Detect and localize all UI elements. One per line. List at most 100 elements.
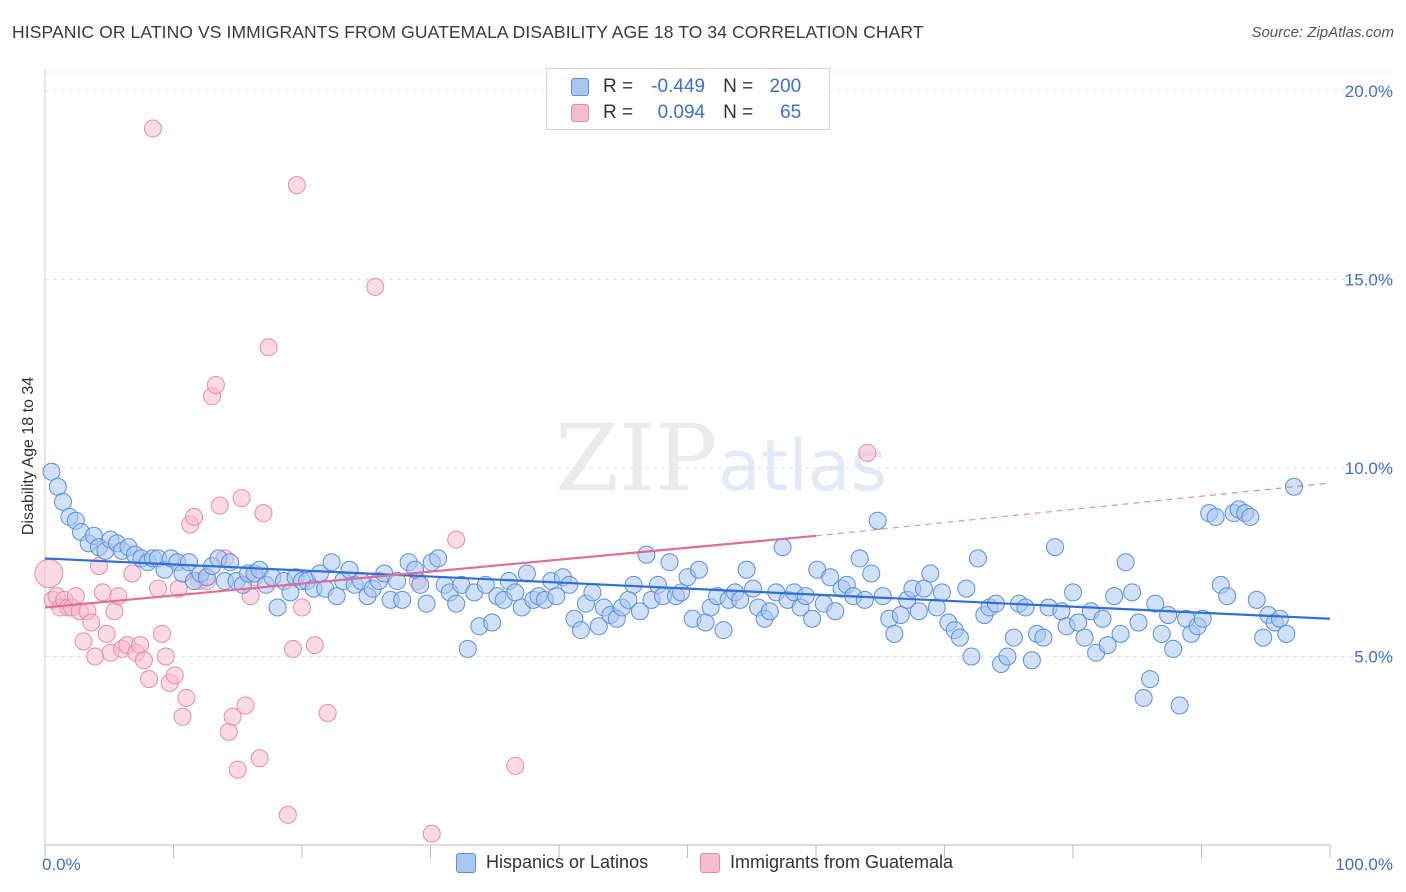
data-point-hispanic [1241, 507, 1260, 526]
data-point-hispanic [660, 553, 679, 572]
data-point-hispanic [268, 598, 287, 617]
data-point-guatemala [134, 651, 153, 670]
data-point-hispanic [862, 564, 881, 583]
legend-n-label: N = [723, 76, 754, 97]
y-tick-label: 20.0% [1345, 82, 1393, 101]
data-point-hispanic [821, 568, 840, 587]
data-point-hispanic [1105, 587, 1124, 606]
x-tick-label: 0.0% [42, 855, 81, 874]
data-point-hispanic [1123, 583, 1142, 602]
trend-line-hispanics [44, 557, 1331, 620]
data-point-hispanic [826, 602, 845, 621]
bottom-legend-label: Immigrants from Guatemala [730, 852, 954, 872]
data-point-hispanic [589, 617, 608, 636]
data-point-guatemala [232, 489, 251, 508]
data-point-guatemala [284, 639, 303, 658]
data-point-hispanic [1016, 598, 1035, 617]
data-point-guatemala [293, 598, 311, 617]
data-point-hispanic [1193, 609, 1212, 628]
data-point-hispanic [429, 549, 448, 568]
data-point-guatemala [140, 670, 159, 689]
data-point-hispanic [1064, 583, 1082, 602]
data-point-hispanic [855, 590, 874, 609]
data-point-hispanic [1164, 639, 1183, 658]
data-point-hispanic [1069, 613, 1088, 632]
data-point-hispanic [1146, 594, 1165, 613]
data-point-hispanic [957, 579, 976, 598]
data-point-hispanic [560, 575, 579, 594]
data-point-hispanic [571, 621, 590, 640]
data-point-hispanic [998, 647, 1017, 666]
data-point-hispanic [1152, 624, 1171, 643]
data-point-guatemala [123, 564, 142, 583]
data-point-guatemala [206, 375, 225, 394]
legend-swatch-pink [571, 104, 589, 122]
data-point-hispanic [506, 583, 525, 602]
data-point-hispanic [1093, 609, 1112, 628]
x-tick-label: 100.0% [1335, 855, 1393, 874]
data-point-hispanic [868, 511, 887, 530]
legend-r-value: 0.094 [657, 102, 706, 123]
data-point-hispanic [476, 575, 495, 594]
y-tick-label: 5.0% [1354, 647, 1393, 666]
data-point-hispanic [696, 613, 715, 632]
data-point-guatemala [34, 559, 64, 589]
tick-labels: 0.0% 100.0% 5.0% 10.0% 15.0% 20.0% [42, 82, 1393, 874]
data-point-guatemala [223, 707, 242, 726]
series-hispanics-latinos [42, 462, 1304, 715]
data-point-guatemala [152, 624, 171, 643]
data-point-guatemala [254, 504, 273, 523]
y-tick-label: 15.0% [1345, 270, 1393, 289]
trend-lines [44, 482, 1331, 620]
data-point-guatemala [97, 624, 116, 643]
data-point-hispanic [322, 553, 341, 572]
data-point-hispanic [630, 602, 649, 621]
data-point-hispanic [1134, 688, 1153, 707]
data-point-hispanic [637, 545, 656, 564]
data-point-hispanic [1075, 628, 1094, 647]
data-point-hispanic [547, 587, 566, 606]
data-point-guatemala [250, 749, 269, 768]
data-point-hispanic [885, 624, 904, 643]
data-point-hispanic [950, 628, 969, 647]
data-point-guatemala [305, 636, 324, 655]
data-point-guatemala [165, 666, 184, 685]
data-point-guatemala [259, 338, 278, 357]
data-point-guatemala [173, 707, 192, 726]
data-point-hispanic [714, 621, 733, 640]
data-point-hispanic [968, 549, 987, 568]
legend-n-label: N = [723, 102, 754, 123]
legend-row-guatemala: R = 0.094 N = 65 [571, 101, 801, 125]
data-point-hispanic [744, 579, 763, 598]
data-point-guatemala [66, 587, 85, 606]
data-point-hispanic [327, 587, 346, 606]
data-point-hispanic [1170, 696, 1189, 715]
data-point-guatemala [74, 632, 93, 651]
chart-title: HISPANIC OR LATINO VS IMMIGRANTS FROM GU… [12, 22, 924, 42]
data-point-hispanic [760, 602, 779, 621]
data-point-hispanic [921, 564, 940, 583]
data-point-hispanic [1159, 605, 1178, 624]
data-point-hispanic [388, 572, 407, 591]
data-point-guatemala [185, 507, 204, 526]
data-point-hispanic [1141, 670, 1160, 689]
y-axis-label: Disability Age 18 to 34 [20, 377, 37, 535]
watermark-zip: ZIP [555, 405, 717, 512]
data-point-hispanic [737, 560, 756, 579]
data-point-guatemala [219, 722, 238, 741]
legend-r-label: R = [603, 76, 634, 97]
y-tick-label: 10.0% [1345, 459, 1393, 478]
bottom-legend-swatch-pink [700, 852, 720, 873]
data-point-guatemala [105, 602, 124, 621]
legend-swatch-blue [571, 78, 589, 96]
data-point-guatemala [447, 530, 466, 549]
data-point-hispanic [909, 602, 928, 621]
data-point-guatemala [156, 647, 175, 666]
data-point-hispanic [672, 583, 691, 602]
data-point-guatemala [86, 647, 105, 666]
data-point-hispanic [962, 647, 981, 666]
data-point-hispanic [517, 564, 536, 583]
data-point-hispanic [583, 583, 602, 602]
data-point-hispanic [914, 579, 933, 598]
data-point-hispanic [458, 639, 477, 658]
